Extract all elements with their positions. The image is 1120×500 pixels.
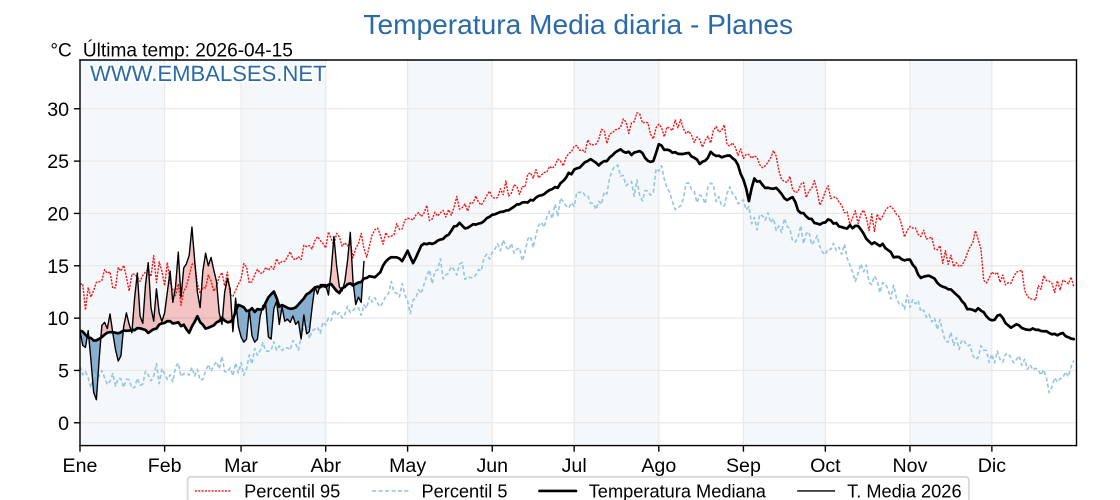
- svg-text:Ene: Ene: [63, 455, 98, 477]
- svg-text:T. Media 2026: T. Media 2026: [847, 481, 961, 500]
- svg-text:10: 10: [47, 308, 69, 330]
- svg-text:Jun: Jun: [476, 455, 508, 477]
- svg-text:Feb: Feb: [148, 455, 182, 477]
- svg-text:Sep: Sep: [726, 455, 761, 477]
- svg-text:15: 15: [47, 256, 69, 278]
- svg-text:25: 25: [47, 151, 69, 173]
- svg-text:Ago: Ago: [641, 455, 676, 477]
- svg-text:May: May: [389, 455, 426, 477]
- svg-text:30: 30: [47, 99, 69, 121]
- svg-text:20: 20: [47, 204, 69, 226]
- svg-text:Jul: Jul: [562, 455, 587, 477]
- svg-text:5: 5: [58, 361, 69, 383]
- svg-text:Nov: Nov: [893, 455, 928, 477]
- svg-text:°C: °C: [50, 41, 72, 62]
- svg-text:Última temp: 2026-04-15: Última temp: 2026-04-15: [83, 40, 293, 62]
- svg-text:Temperatura Media diaria - Pla: Temperatura Media diaria - Planes: [363, 9, 793, 40]
- svg-text:Dic: Dic: [978, 455, 1007, 477]
- svg-text:Temperatura Mediana: Temperatura Mediana: [589, 481, 767, 500]
- svg-text:Oct: Oct: [810, 455, 841, 477]
- svg-text:0: 0: [58, 413, 69, 435]
- svg-text:Percentil 5: Percentil 5: [421, 481, 507, 500]
- svg-text:Abr: Abr: [310, 455, 341, 477]
- svg-text:Mar: Mar: [224, 455, 258, 477]
- svg-text:Percentil 95: Percentil 95: [244, 481, 340, 500]
